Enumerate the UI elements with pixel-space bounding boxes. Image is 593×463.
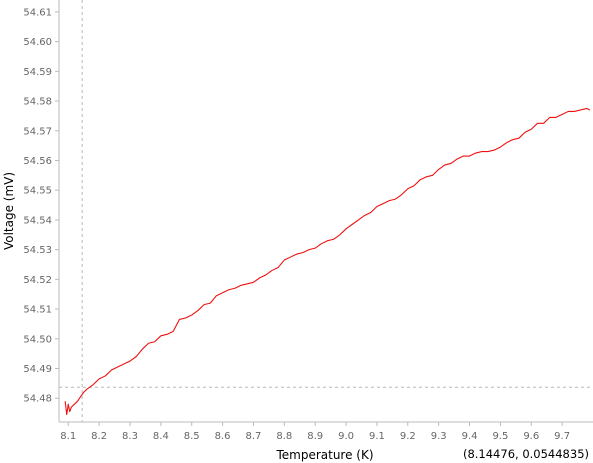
y-tick-label-9: 54.57 bbox=[23, 126, 52, 137]
y-tick-label-2: 54.50 bbox=[23, 334, 52, 345]
y-tick-label-7: 54.55 bbox=[23, 186, 52, 197]
series-line-0 bbox=[64, 107, 591, 416]
y-tick-label-5: 54.53 bbox=[23, 245, 52, 256]
y-tick-label-8: 54.56 bbox=[23, 156, 52, 167]
x-tick-label-15: 9.6 bbox=[523, 431, 539, 442]
cursor-crosshair bbox=[59, 0, 593, 422]
x-tick-label-14: 9.5 bbox=[492, 431, 508, 442]
y-tick-label-3: 54.51 bbox=[23, 305, 52, 316]
cursor-coordinate-readout: (8.14476, 0.0544835) bbox=[463, 447, 589, 461]
x-tick-label-9: 9.0 bbox=[338, 431, 354, 442]
x-tick-label-1: 8.2 bbox=[91, 431, 107, 442]
x-tick-label-12: 9.3 bbox=[431, 431, 447, 442]
x-axis-ticks: 8.1 8.2 8.3 8.4 8.5 8.6 8.7 8.8 8.9 9.0 9.1 9.2 9.3 9… bbox=[60, 422, 570, 442]
x-tick-label-4: 8.5 bbox=[184, 431, 200, 442]
y-tick-label-0: 54.48 bbox=[23, 394, 52, 405]
y-tick-label-11: 54.59 bbox=[23, 67, 52, 78]
x-tick-label-0: 8.1 bbox=[60, 431, 76, 442]
y-tick-label-4: 54.52 bbox=[23, 275, 52, 286]
x-tick-label-3: 8.4 bbox=[153, 431, 169, 442]
x-tick-label-13: 9.4 bbox=[462, 431, 478, 442]
y-tick-label-10: 54.58 bbox=[23, 97, 52, 108]
x-tick-label-5: 8.6 bbox=[215, 431, 231, 442]
y-tick-label-12: 54.60 bbox=[23, 37, 52, 48]
x-tick-label-16: 9.7 bbox=[554, 431, 570, 442]
x-tick-label-8: 8.9 bbox=[307, 431, 323, 442]
y-axis-title: Voltage (mV) bbox=[2, 172, 16, 250]
x-axis-title: Temperature (K) bbox=[275, 448, 373, 462]
y-tick-label-13: 54.61 bbox=[23, 7, 52, 18]
x-tick-label-7: 8.8 bbox=[276, 431, 292, 442]
x-tick-label-6: 8.7 bbox=[246, 431, 262, 442]
x-tick-label-11: 9.2 bbox=[400, 431, 416, 442]
y-tick-label-1: 54.49 bbox=[23, 364, 52, 375]
y-tick-label-6: 54.54 bbox=[23, 215, 52, 226]
axes bbox=[58, 0, 593, 423]
x-tick-label-2: 8.3 bbox=[122, 431, 138, 442]
y-axis-ticks: 54.48 54.49 54.50 54.51 54.52 54.53 54.54 54.55… bbox=[23, 7, 59, 405]
x-tick-label-10: 9.1 bbox=[369, 431, 385, 442]
series-layer bbox=[64, 107, 591, 416]
